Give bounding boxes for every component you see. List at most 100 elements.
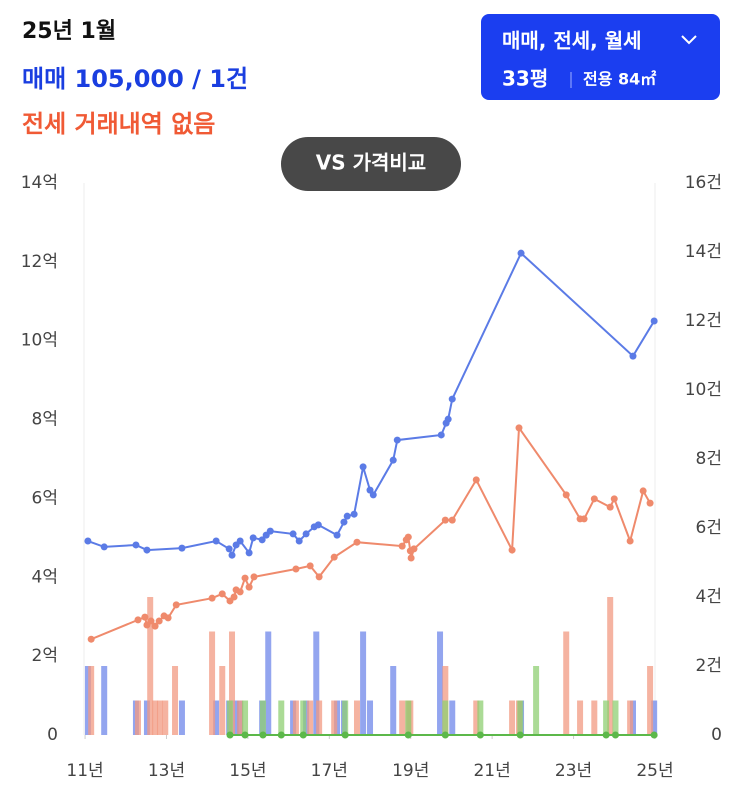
price-dot bbox=[398, 542, 406, 550]
volume-bar bbox=[300, 700, 307, 735]
price-dot bbox=[178, 544, 186, 552]
volume-bar bbox=[233, 700, 240, 735]
price-dot bbox=[141, 613, 149, 621]
volume-bar bbox=[147, 597, 154, 735]
volume-bar bbox=[101, 666, 108, 735]
price-dot bbox=[100, 543, 108, 551]
price-dot bbox=[299, 731, 307, 739]
filter-button[interactable]: 매매, 전세, 월세 33평 전용 84㎡ bbox=[481, 14, 720, 100]
volume-bar bbox=[390, 666, 397, 735]
price-dot bbox=[226, 731, 234, 739]
price-dot bbox=[444, 415, 452, 423]
y-tick-label: 2억 bbox=[32, 646, 58, 666]
price-dot bbox=[302, 530, 310, 538]
price-dot bbox=[650, 731, 658, 739]
price-dot bbox=[236, 588, 244, 596]
y2-tick-label: 8건 bbox=[696, 449, 722, 469]
price-dot bbox=[172, 601, 180, 609]
price-dot bbox=[241, 574, 249, 582]
volume-bar bbox=[563, 631, 570, 735]
price-dot bbox=[516, 731, 524, 739]
price-dot bbox=[259, 731, 267, 739]
price-dot bbox=[590, 495, 598, 503]
volume-bar bbox=[367, 700, 374, 735]
volume-bar bbox=[509, 700, 516, 735]
price-dot bbox=[266, 527, 274, 535]
volume-bar bbox=[172, 666, 179, 735]
price-dot bbox=[508, 546, 516, 554]
chevron bbox=[681, 35, 697, 45]
x-tick-label: 23년 bbox=[555, 761, 592, 781]
volume-bar bbox=[219, 666, 226, 735]
volume-bar bbox=[603, 700, 610, 735]
y2-tick-label: 16건 bbox=[685, 173, 722, 193]
price-dot bbox=[404, 731, 412, 739]
x-tick-label: 19년 bbox=[392, 761, 429, 781]
price-dot bbox=[147, 617, 155, 625]
price-dot bbox=[610, 495, 618, 503]
volume-bar bbox=[162, 700, 169, 735]
price-dot bbox=[359, 463, 367, 471]
price-dot bbox=[606, 503, 614, 511]
volume-bar bbox=[517, 700, 524, 735]
price-dot bbox=[230, 593, 238, 601]
price-dot bbox=[245, 583, 253, 591]
x-tick-label: 21년 bbox=[473, 761, 510, 781]
volume-bar bbox=[607, 597, 614, 735]
price-dot bbox=[580, 515, 588, 523]
volume-bar bbox=[399, 700, 406, 735]
x-tick-label: 11년 bbox=[66, 761, 103, 781]
y2-tick-label: 4건 bbox=[696, 587, 722, 607]
volume-bar bbox=[259, 700, 266, 735]
volume-bar bbox=[360, 631, 367, 735]
price-dot bbox=[245, 549, 253, 557]
filter-label: 매매, 전세, 월세 bbox=[502, 29, 642, 53]
price-dot bbox=[134, 616, 142, 624]
volume-bar bbox=[437, 631, 444, 735]
price-dot bbox=[353, 538, 361, 546]
volume-bar bbox=[152, 700, 159, 735]
price-dot bbox=[306, 562, 314, 570]
compare-button[interactable]: VS 가격비교 bbox=[281, 137, 461, 191]
price-dot bbox=[333, 531, 341, 539]
price-dot bbox=[241, 731, 249, 739]
volume-bar bbox=[473, 700, 480, 735]
price-dot bbox=[441, 731, 449, 739]
price-dot bbox=[212, 537, 220, 545]
price-dot bbox=[258, 536, 266, 544]
volume-bar bbox=[265, 631, 272, 735]
price-dot bbox=[330, 553, 338, 561]
price-dot bbox=[143, 546, 151, 554]
y-tick-label: 10억 bbox=[21, 331, 58, 351]
price-dot bbox=[476, 731, 484, 739]
volume-bar bbox=[442, 700, 449, 735]
volume-bar bbox=[88, 666, 95, 735]
price-dot bbox=[250, 573, 258, 581]
price-dot bbox=[393, 436, 401, 444]
price-dot bbox=[151, 622, 159, 630]
price-dot bbox=[340, 518, 348, 526]
volume-bar bbox=[178, 700, 185, 735]
volume-bar bbox=[209, 631, 216, 735]
price-dot bbox=[292, 565, 300, 573]
price-dot bbox=[225, 545, 233, 553]
volume-bar bbox=[449, 700, 456, 735]
price-dot bbox=[350, 510, 358, 518]
volume-bar bbox=[313, 631, 320, 735]
volume-bar bbox=[353, 700, 360, 735]
price-dot bbox=[404, 533, 412, 541]
volume-bar bbox=[292, 700, 299, 735]
volume-bar bbox=[627, 700, 634, 735]
x-tick-label: 17년 bbox=[311, 761, 348, 781]
y2-tick-label: 12건 bbox=[685, 311, 722, 331]
volume-bar bbox=[237, 700, 244, 735]
x-tick-label: 25년 bbox=[636, 761, 673, 781]
price-dot bbox=[639, 487, 647, 495]
volume-bar bbox=[229, 631, 236, 735]
price-dot bbox=[626, 537, 634, 545]
filter-bg bbox=[481, 14, 720, 100]
volume-bar bbox=[331, 700, 338, 735]
volume-bar bbox=[143, 700, 150, 735]
price-dot bbox=[87, 635, 95, 643]
